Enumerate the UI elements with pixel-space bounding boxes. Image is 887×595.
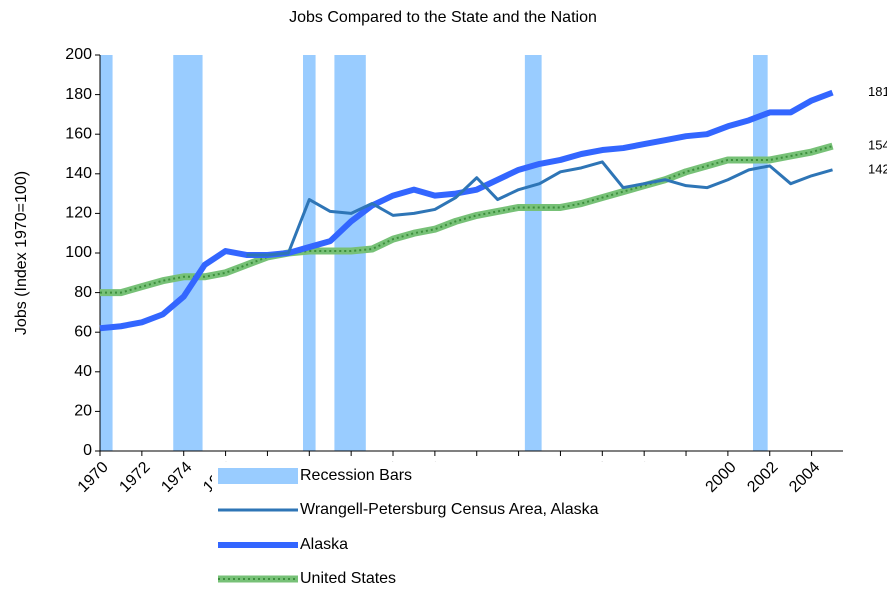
y-tick-label: 160 (65, 125, 92, 142)
series-line (246, 160, 833, 257)
y-tick-label: 180 (65, 86, 92, 103)
y-axis-label: Jobs (Index 1970=100) (13, 171, 30, 335)
y-tick-label: 40 (74, 363, 92, 380)
legend-label: Recession Bars (300, 467, 412, 484)
x-tick-label: 2002 (744, 459, 781, 496)
y-tick-label: 120 (65, 205, 92, 222)
x-tick-label: 1974 (158, 459, 195, 496)
end-label: 181 (868, 84, 887, 99)
legend-swatch (218, 468, 298, 484)
series-line (100, 142, 834, 297)
x-tick-label: 2000 (703, 459, 740, 496)
legend-label: Wrangell-Petersburg Census Area, Alaska (300, 501, 599, 518)
y-tick-label: 100 (65, 244, 92, 261)
y-tick-label: 0 (83, 442, 92, 459)
recession-bar (100, 55, 113, 451)
y-tick-label: 140 (65, 165, 92, 182)
recession-bar (753, 55, 768, 451)
recession-bar (173, 55, 203, 451)
x-tick-label: 2004 (786, 459, 823, 496)
y-tick-label: 200 (65, 46, 92, 63)
x-tick-label: 1970 (75, 459, 112, 496)
end-label: 154 (868, 138, 887, 153)
y-tick-label: 60 (74, 323, 92, 340)
x-tick-label: 1972 (116, 459, 153, 496)
series-line (99, 89, 834, 332)
legend-label: Alaska (300, 536, 348, 553)
chart-title: Jobs Compared to the State and the Natio… (289, 9, 597, 26)
recession-bar (524, 55, 542, 451)
end-label: 142 (868, 161, 887, 176)
y-tick-label: 20 (74, 403, 92, 420)
y-tick-label: 80 (74, 284, 92, 301)
legend-label: United States (300, 570, 396, 587)
